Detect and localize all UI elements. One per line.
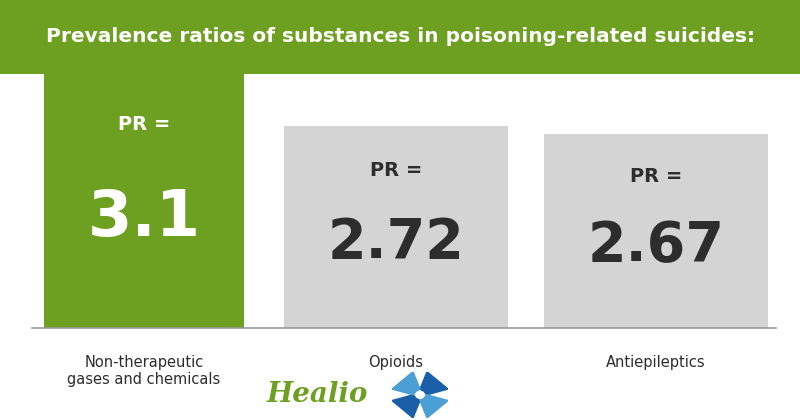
Polygon shape: [420, 395, 448, 418]
Polygon shape: [392, 395, 420, 418]
Text: PR =: PR =: [370, 161, 422, 180]
Text: 2.72: 2.72: [327, 216, 465, 270]
Text: Antiepileptics: Antiepileptics: [606, 355, 706, 370]
Text: Non-therapeutic
gases and chemicals: Non-therapeutic gases and chemicals: [67, 355, 221, 387]
Text: Healio: Healio: [266, 381, 368, 408]
Polygon shape: [392, 372, 420, 395]
Circle shape: [416, 391, 424, 398]
Text: 3.1: 3.1: [87, 187, 201, 249]
Text: PR =: PR =: [630, 168, 682, 186]
Polygon shape: [420, 372, 448, 395]
Text: PR =: PR =: [118, 115, 170, 134]
Text: Prevalence ratios of substances in poisoning-related suicides:: Prevalence ratios of substances in poiso…: [46, 27, 754, 46]
Text: 2.67: 2.67: [587, 220, 725, 273]
Text: Opioids: Opioids: [369, 355, 423, 370]
